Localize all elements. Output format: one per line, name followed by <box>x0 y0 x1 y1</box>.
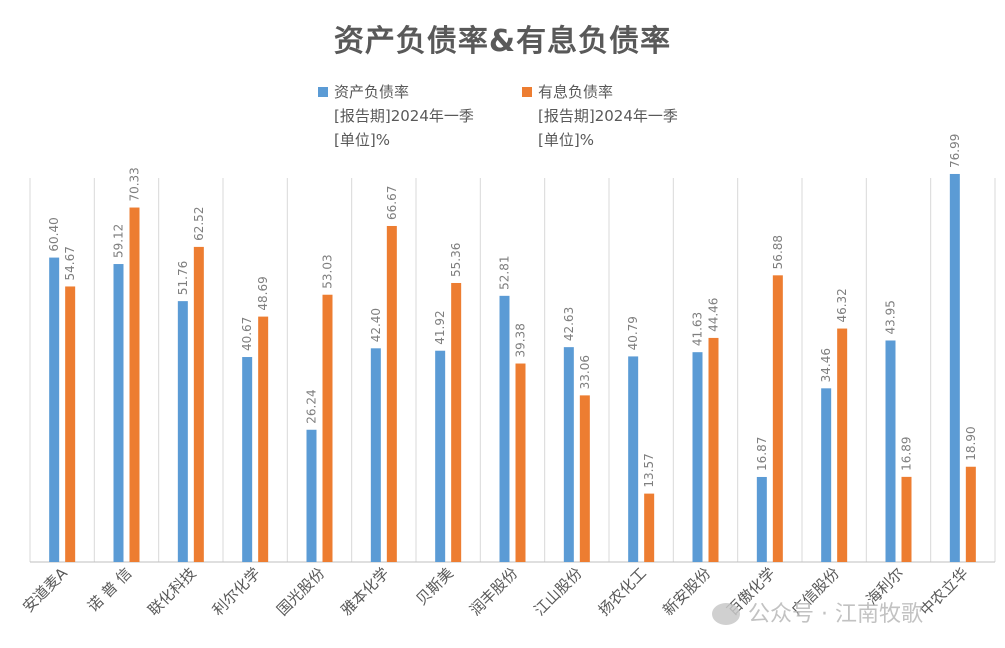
bar-asset-ratio <box>49 257 60 562</box>
category-label: 江山股份 <box>530 564 585 619</box>
bar-interest-ratio <box>772 275 783 562</box>
legend-unit: [单位]% <box>538 131 594 149</box>
data-label: 39.38 <box>514 323 528 357</box>
bar-asset-ratio <box>435 350 446 562</box>
category-label: 贝斯美 <box>412 564 457 609</box>
legend-label: 资产负债率 <box>334 83 410 101</box>
legend-swatch-orange <box>522 87 532 97</box>
data-label: 40.79 <box>626 316 640 350</box>
bar-interest-ratio <box>451 282 462 562</box>
data-label: 51.76 <box>176 261 190 295</box>
bar-interest-ratio <box>258 316 269 562</box>
category-label: 利尔化学 <box>209 564 264 619</box>
category-label: 安道麦A <box>19 564 71 616</box>
bar-interest-ratio <box>837 328 848 562</box>
category-label: 润丰股份 <box>466 564 521 619</box>
legend-item-asset-ratio: 资产负债率 [报告期]2024年一季 [单位]% <box>318 80 474 152</box>
category-label: 国光股份 <box>273 564 328 619</box>
category-label: 扬农化工 <box>595 564 650 619</box>
wechat-icon <box>712 603 740 625</box>
data-label: 43.95 <box>884 300 898 334</box>
data-label: 56.88 <box>771 235 785 269</box>
bar-asset-ratio <box>242 357 253 562</box>
data-label: 34.46 <box>819 348 833 382</box>
bar-asset-ratio <box>113 264 124 562</box>
data-label: 52.81 <box>498 255 512 289</box>
legend-period: [报告期]2024年一季 <box>334 107 474 125</box>
bar-asset-ratio <box>756 476 767 562</box>
data-label: 62.52 <box>192 207 206 241</box>
bar-interest-ratio <box>965 466 976 562</box>
bar-asset-ratio <box>821 388 832 562</box>
data-label: 46.32 <box>835 288 849 322</box>
data-label: 18.90 <box>964 426 978 460</box>
bar-asset-ratio <box>949 173 960 562</box>
legend-item-interest-ratio: 有息负债率 [报告期]2024年一季 [单位]% <box>522 80 678 152</box>
chart-title: 资产负债率&有息负债率 <box>333 24 672 59</box>
bar-asset-ratio <box>306 429 317 562</box>
category-label: 中农立华 <box>916 564 971 619</box>
data-label: 13.57 <box>642 453 656 487</box>
bar-asset-ratio <box>177 301 188 562</box>
bar-asset-ratio <box>499 295 510 562</box>
data-label: 33.06 <box>578 355 592 389</box>
category-label: 诺 普 信 <box>84 564 135 615</box>
legend-unit: [单位]% <box>334 131 390 149</box>
legend-swatch-blue <box>318 87 328 97</box>
bar-interest-ratio <box>65 286 76 562</box>
bar-interest-ratio <box>386 225 397 562</box>
bar-asset-ratio <box>692 352 703 562</box>
data-label: 42.63 <box>562 307 576 341</box>
data-label: 59.12 <box>112 224 126 258</box>
bar-interest-ratio <box>129 207 140 562</box>
data-label: 41.63 <box>691 312 705 346</box>
bar-interest-ratio <box>708 337 719 562</box>
data-label: 41.92 <box>433 310 447 344</box>
data-label: 48.69 <box>256 276 270 310</box>
data-label: 70.33 <box>128 167 142 201</box>
data-label: 16.89 <box>900 437 914 471</box>
watermark: 公众号 · 江南牧歌 <box>712 596 923 628</box>
category-label: 联化科技 <box>144 564 199 619</box>
data-label: 16.87 <box>755 437 769 471</box>
bar-interest-ratio <box>579 395 590 562</box>
data-label: 60.40 <box>47 217 61 251</box>
data-label: 76.99 <box>948 134 962 168</box>
data-label: 26.24 <box>305 389 319 423</box>
data-label: 42.40 <box>369 308 383 342</box>
data-label: 55.36 <box>449 243 463 277</box>
bar-interest-ratio <box>901 476 912 562</box>
bar-asset-ratio <box>563 347 574 562</box>
category-label: 雅本化学 <box>337 564 392 619</box>
legend-period: [报告期]2024年一季 <box>538 107 678 125</box>
bar-asset-ratio <box>885 340 896 562</box>
data-label: 54.67 <box>63 246 77 280</box>
bar-interest-ratio <box>322 294 333 562</box>
data-label: 53.03 <box>321 254 335 288</box>
data-label: 40.67 <box>240 317 254 351</box>
legend-label: 有息负债率 <box>538 83 614 101</box>
category-label: 新安股份 <box>659 564 714 619</box>
data-label: 44.46 <box>707 298 721 332</box>
bar-interest-ratio <box>644 493 655 562</box>
watermark-text: 公众号 · 江南牧歌 <box>748 602 923 627</box>
bar-interest-ratio <box>515 363 526 562</box>
bar-asset-ratio <box>370 348 381 562</box>
data-label: 66.67 <box>385 186 399 220</box>
bar-interest-ratio <box>193 246 204 562</box>
bar-asset-ratio <box>628 356 639 562</box>
